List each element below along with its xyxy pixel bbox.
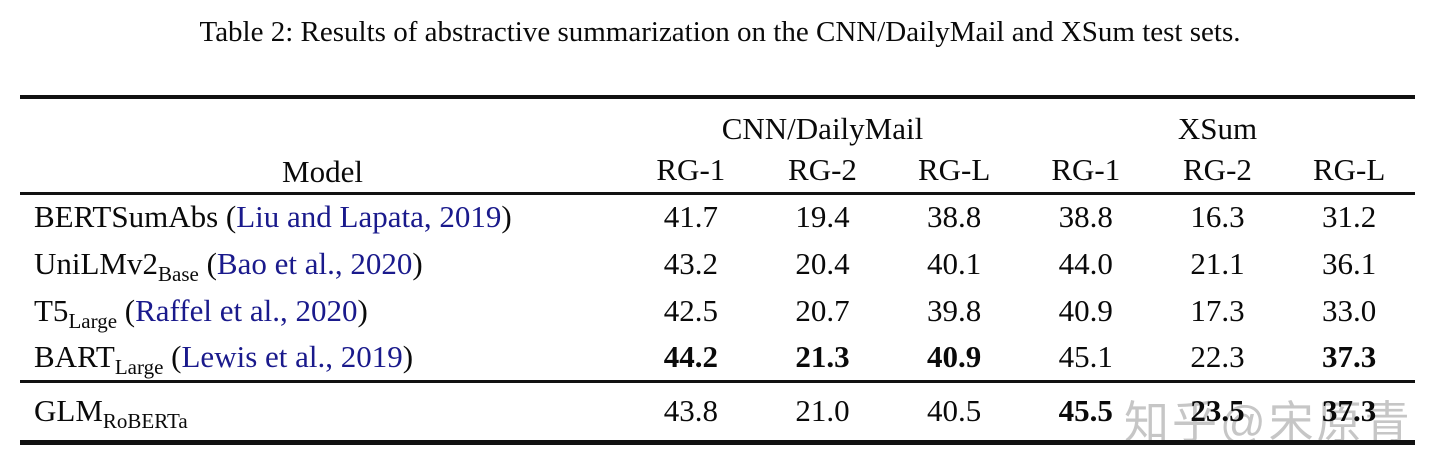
col-header-rg1-xsum: RG-1 [1051, 152, 1121, 188]
table-header: Model CNN/DailyMail XSum RG-1 RG-2 RG-L … [20, 97, 1415, 193]
results-table: Model CNN/DailyMail XSum RG-1 RG-2 RG-L … [20, 95, 1415, 445]
citation-link[interactable]: Bao et al., 2020 [216, 245, 413, 281]
metric-value: 39.8 [927, 292, 982, 328]
model-cell: UniLMv2Base (Bao et al., 2020) [20, 240, 625, 287]
col-header-model: Model [282, 153, 363, 189]
citation-close-paren: ) [501, 199, 512, 235]
metric-value: 37.3 [1322, 393, 1377, 428]
table-row: BARTLarge (Lewis et al., 2019) 44.2 21.3 40… [20, 334, 1415, 381]
model-cell: BERTSumAbs (Liu and Lapata, 2019) [20, 193, 625, 240]
metric-value: 20.7 [795, 292, 850, 328]
metric-value: 40.9 [927, 338, 982, 374]
metric-value: 21.0 [795, 393, 850, 428]
metric-header-row: RG-1 RG-2 RG-L RG-1 RG-2 RG-L [20, 149, 1415, 193]
baseline-rows-section: BERTSumAbs (Liu and Lapata, 2019) 41.7 19.… [20, 193, 1415, 381]
group-header-row: Model CNN/DailyMail XSum [20, 97, 1415, 189]
metric-value: 19.4 [795, 199, 850, 235]
model-cell: BARTLarge (Lewis et al., 2019) [20, 334, 625, 381]
model-name: BERTSumAbs [34, 199, 219, 235]
metric-value: 17.3 [1190, 292, 1245, 328]
group-header-xsum: XSum [1177, 111, 1258, 146]
model-size-subscript: Large [114, 354, 164, 379]
model-cell: GLMRoBERTa [20, 381, 625, 442]
citation-open-paren: ( [163, 338, 182, 374]
col-header-rg2-xsum: RG-2 [1183, 152, 1252, 188]
table-row: BERTSumAbs (Liu and Lapata, 2019) 41.7 19.… [20, 193, 1415, 240]
citation-close-paren: ) [412, 245, 423, 281]
metric-value: 45.1 [1058, 338, 1113, 374]
glm-row-section: GLMRoBERTa 43.8 21.0 40.5 45.5 23.5 37.3 [20, 381, 1415, 442]
model-size-subscript: Base [158, 261, 199, 286]
metric-value: 43.8 [663, 393, 718, 428]
col-header-rgl-xsum: RG-L [1312, 152, 1386, 188]
col-header-rg1-cnn: RG-1 [656, 152, 726, 188]
metric-value: 21.3 [795, 338, 850, 374]
model-size-subscript: Large [68, 308, 118, 333]
group-header-cnn-dailymail: CNN/DailyMail [721, 111, 924, 146]
model-cell: T5Large (Raffel et al., 2020) [20, 287, 625, 334]
metric-value: 23.5 [1190, 393, 1245, 428]
model-name: UniLMv2 [34, 245, 158, 281]
model-size-subscript: RoBERTa [102, 409, 188, 434]
metric-value: 21.1 [1190, 245, 1245, 281]
model-name: GLM [34, 393, 103, 428]
metric-value: 44.0 [1058, 245, 1113, 281]
citation-open-paren: ( [117, 292, 136, 328]
metric-value: 38.8 [1058, 199, 1113, 235]
metric-value: 42.5 [663, 292, 718, 328]
metric-value: 43.2 [663, 245, 718, 281]
metric-value: 36.1 [1322, 245, 1377, 281]
citation-open-paren: ( [218, 199, 237, 235]
model-name: BART [34, 338, 115, 374]
metric-value: 44.2 [663, 338, 718, 374]
metric-value: 31.2 [1322, 199, 1377, 235]
metric-value: 33.0 [1322, 292, 1377, 328]
metric-value: 16.3 [1190, 199, 1245, 235]
citation-close-paren: ) [402, 338, 414, 374]
metric-value: 41.7 [663, 199, 718, 235]
metric-value: 20.4 [795, 245, 850, 281]
citation-close-paren: ) [357, 292, 368, 328]
metric-value: 37.3 [1322, 338, 1377, 374]
model-name: T5 [34, 292, 69, 328]
citation-open-paren: ( [198, 245, 217, 281]
metric-value: 45.5 [1058, 393, 1113, 428]
table-caption: Table 2: Results of abstractive summariz… [199, 16, 1241, 48]
citation-link[interactable]: Lewis et al., 2019 [181, 338, 403, 374]
metric-value: 40.9 [1058, 292, 1113, 328]
table-row: T5Large (Raffel et al., 2020) 42.5 20.7 39.… [20, 287, 1415, 334]
table-row: GLMRoBERTa 43.8 21.0 40.5 45.5 23.5 37.3 [20, 381, 1415, 442]
metric-value: 40.5 [927, 393, 982, 428]
table-row: UniLMv2Base (Bao et al., 2020) 43.2 20.4 40… [20, 240, 1415, 287]
citation-link[interactable]: Raffel et al., 2020 [135, 292, 358, 328]
metric-value: 38.8 [927, 199, 982, 235]
col-header-rg2-cnn: RG-2 [788, 152, 857, 188]
watermark: 知乎@宋原青 [1124, 397, 1413, 448]
metric-value: 40.1 [927, 245, 982, 281]
metric-value: 22.3 [1190, 338, 1245, 374]
col-header-rgl-cnn: RG-L [917, 152, 991, 188]
citation-link[interactable]: Liu and Lapata, 2019 [236, 199, 502, 235]
